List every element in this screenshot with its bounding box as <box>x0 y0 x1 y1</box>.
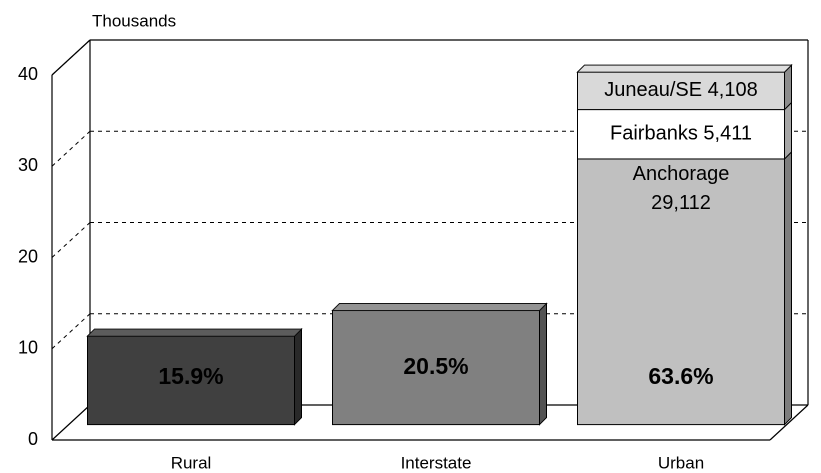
grid-line <box>51 39 91 76</box>
x-tick-label: Rural <box>171 453 212 472</box>
segment-name: Fairbanks <box>610 123 698 145</box>
bar-segment <box>577 71 785 111</box>
share-label: 15.9% <box>158 363 223 389</box>
bar-side-shade <box>784 65 792 110</box>
y-tick-label: 10 <box>18 338 38 358</box>
bar-top-shade <box>332 303 547 311</box>
bar-side-shade <box>784 151 792 425</box>
bar-top <box>86 328 303 337</box>
grid-line <box>51 313 91 350</box>
bar-top <box>576 64 793 73</box>
bar-side-shade <box>294 329 302 425</box>
bar-side-shade <box>539 303 547 425</box>
bar-segment <box>577 158 785 426</box>
y-axis-label: Thousands <box>92 11 176 30</box>
grid-line <box>51 222 91 258</box>
segment-name: Anchorage <box>633 163 730 185</box>
floor-right <box>769 404 809 441</box>
y-tick-label: 0 <box>28 429 38 449</box>
bar-top-shade <box>87 329 302 337</box>
y-tick-label: 30 <box>18 155 38 175</box>
y-tick-label: 40 <box>18 64 38 84</box>
bar-top <box>331 303 548 312</box>
x-tick-label: Interstate <box>401 453 472 472</box>
bar-top-shade <box>577 65 792 73</box>
y-tick-label: 20 <box>18 246 38 266</box>
bar-segment <box>332 310 540 426</box>
data-label: 29,112 <box>651 192 711 214</box>
segment-label: Juneau/SE 4,108 <box>604 79 757 101</box>
x-tick-label: Urban <box>658 453 704 472</box>
bar-segment <box>577 109 785 160</box>
grid-line <box>51 130 91 167</box>
data-label: 4,108 <box>708 79 758 101</box>
share-label: 63.6% <box>648 363 713 389</box>
share-label: 20.5% <box>403 353 468 379</box>
floor-left <box>51 404 91 441</box>
data-label: 5,411 <box>703 123 752 145</box>
segment-label: Fairbanks 5,411 <box>610 123 752 145</box>
bar-side-shade <box>784 102 792 159</box>
segment-label: Anchorage 29,112 <box>633 163 730 214</box>
segment-name: Juneau/SE <box>604 79 702 101</box>
